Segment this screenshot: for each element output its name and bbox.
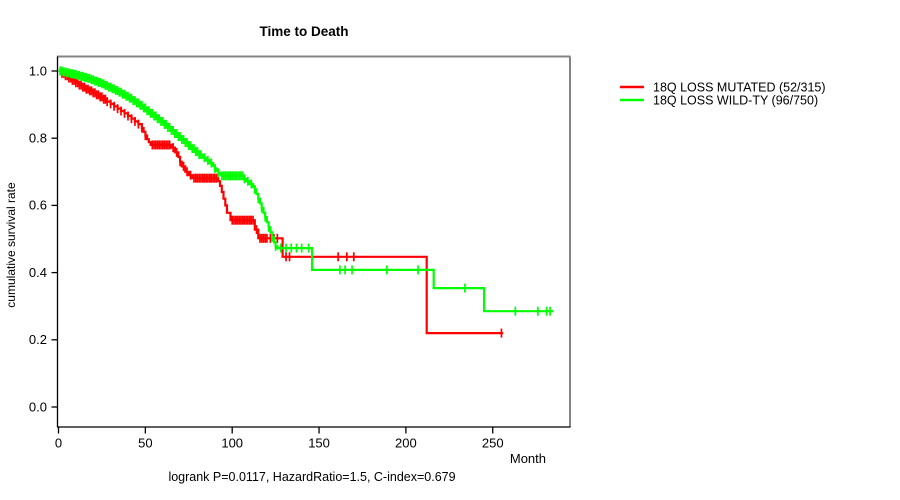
y-tick-label: 0.8 [29, 131, 47, 146]
y-tick-label: 1.0 [29, 63, 47, 78]
x-axis-ticks: 0 50 100 150 200 250 [55, 427, 504, 451]
chart-title: Time to Death [259, 24, 348, 39]
x-tick-label: 100 [221, 436, 243, 451]
y-axis-label: cumulative survival rate [4, 182, 18, 308]
y-tick-label: 0.6 [29, 198, 47, 213]
x-axis-label: Month [510, 451, 546, 466]
x-tick-label: 0 [55, 436, 62, 451]
legend: 18Q LOSS MUTATED (52/315) 18Q LOSS WILD-… [620, 81, 826, 108]
y-tick-label: 0.0 [29, 399, 47, 414]
legend-label-wildtype: 18Q LOSS WILD-TY (96/750) [653, 94, 818, 108]
survival-curves [58, 66, 554, 338]
x-tick-label: 200 [395, 436, 417, 451]
stats-annotation: logrank P=0.0117, HazardRatio=1.5, C-ind… [168, 470, 455, 484]
y-tick-label: 0.2 [29, 332, 47, 347]
x-tick-label: 50 [138, 436, 152, 451]
legend-label-mutated: 18Q LOSS MUTATED (52/315) [653, 81, 826, 95]
survival-curve-wildtype [58, 69, 554, 313]
x-tick-label: 250 [482, 436, 504, 451]
x-tick-label: 150 [308, 436, 330, 451]
y-axis-ticks: 0.0 0.2 0.4 0.6 0.8 1.0 [29, 63, 58, 414]
y-tick-label: 0.4 [29, 265, 47, 280]
